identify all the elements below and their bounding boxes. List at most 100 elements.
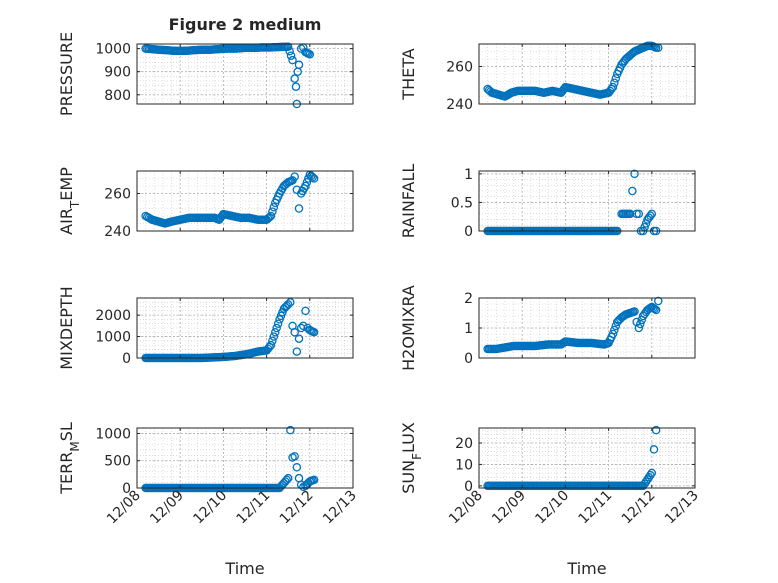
y-tick-label: 0.5 xyxy=(451,195,473,211)
data-point xyxy=(268,207,277,216)
x-tick-label: 12/10 xyxy=(532,488,572,528)
data-point xyxy=(646,303,655,313)
data-point xyxy=(281,303,290,312)
data-point xyxy=(654,296,663,306)
data-point xyxy=(643,475,652,484)
axes-box xyxy=(136,427,354,489)
data-point xyxy=(286,425,295,435)
data-point xyxy=(294,334,304,343)
data-point xyxy=(620,209,629,219)
data-point xyxy=(640,479,649,488)
y-axis-label: THETA xyxy=(399,48,418,100)
x-tick-label: 12/11 xyxy=(234,488,274,528)
y-tick-label: 260 xyxy=(446,60,473,76)
y-tick-label: 0 xyxy=(464,224,473,240)
x-tick-label: 12/12 xyxy=(277,488,317,528)
y-tick-label: 1000 xyxy=(95,330,131,346)
data-point xyxy=(640,309,649,319)
data-point xyxy=(646,211,655,221)
data-point xyxy=(618,58,628,68)
x-tick-label: 12/12 xyxy=(619,488,659,528)
data-point xyxy=(301,306,310,316)
data-point xyxy=(292,463,302,472)
data-point xyxy=(304,49,313,58)
data-point xyxy=(291,82,301,91)
data-point xyxy=(624,209,634,219)
y-tick-label: 0 xyxy=(464,351,473,367)
y-tick-label: 0 xyxy=(464,479,473,495)
data-point xyxy=(290,452,299,461)
plot-area xyxy=(479,428,695,488)
x-axis-label: Time xyxy=(224,559,264,578)
data-point xyxy=(646,470,655,480)
data-point xyxy=(649,445,659,454)
x-tick-label: 12/09 xyxy=(489,488,529,528)
subplot-theta: 240 260 THETA xyxy=(399,41,696,113)
subplot-air-temp: 240 260 AIRTEMP xyxy=(57,167,354,240)
subplot-pressure: 800 900 1000 PRESSURE xyxy=(57,32,354,116)
axes-box xyxy=(478,43,696,105)
data-point xyxy=(288,55,297,65)
data-point xyxy=(610,325,619,335)
data-point xyxy=(308,327,317,336)
y-axis-label: RAINFALL xyxy=(399,164,418,239)
axes-box xyxy=(478,427,696,489)
data-point xyxy=(273,319,283,328)
data-point xyxy=(282,42,292,52)
y-tick-label: 2000 xyxy=(95,308,131,324)
y-tick-label: 20 xyxy=(455,436,473,452)
axes-box xyxy=(136,297,354,359)
subplot-mixdepth: 0 1000 2000 MIXDEPTH xyxy=(57,286,354,370)
data-point xyxy=(296,323,306,333)
plot-area xyxy=(479,171,695,231)
data-point xyxy=(290,74,299,83)
data-point xyxy=(644,213,654,222)
y-tick-label: 500 xyxy=(104,454,131,470)
x-tick-label: 12/09 xyxy=(147,488,187,528)
y-tick-label: 10 xyxy=(455,457,473,473)
y-axis-label: MIXDEPTH xyxy=(57,286,76,369)
figure-title: Figure 2 medium xyxy=(169,15,322,34)
data-point xyxy=(263,344,273,353)
data-point xyxy=(644,473,654,482)
data-point xyxy=(308,172,317,182)
y-tick-label: 1 xyxy=(464,167,473,183)
y-tick-label: 260 xyxy=(104,187,131,203)
y-tick-label: 900 xyxy=(104,65,131,81)
data-point xyxy=(647,468,657,478)
y-tick-label: 2 xyxy=(464,291,473,307)
data-point xyxy=(607,332,616,342)
y-axis-label: PRESSURE xyxy=(57,32,76,116)
data-point xyxy=(644,304,654,314)
x-tick-label: 12/13 xyxy=(320,488,360,528)
axes-box xyxy=(478,170,696,232)
data-point xyxy=(270,328,280,337)
axes-box xyxy=(136,43,354,105)
data-point xyxy=(636,319,645,329)
data-point xyxy=(285,46,294,56)
data-point xyxy=(628,186,637,196)
data-point xyxy=(648,303,658,313)
x-tick-label: 12/11 xyxy=(576,488,616,528)
data-point xyxy=(630,169,639,179)
y-tick-label: 800 xyxy=(104,88,131,104)
x-tick-label: 12/10 xyxy=(190,488,230,528)
data-point xyxy=(286,51,296,60)
data-point xyxy=(302,177,312,187)
y-tick-label: 1 xyxy=(464,321,473,337)
y-tick-label: 240 xyxy=(104,224,131,240)
data-point xyxy=(611,74,621,83)
y-tick-label: 1000 xyxy=(95,42,131,58)
data-point xyxy=(263,214,273,223)
data-point xyxy=(294,60,304,70)
data-point xyxy=(281,477,290,486)
data-point xyxy=(282,301,292,311)
subplot-rainfall: 0 0.5 1 RAINFALL xyxy=(399,164,696,240)
y-tick-label: 0 xyxy=(122,351,131,367)
y-tick-label: 240 xyxy=(446,97,473,113)
data-point xyxy=(290,328,299,337)
data-point xyxy=(598,340,608,349)
